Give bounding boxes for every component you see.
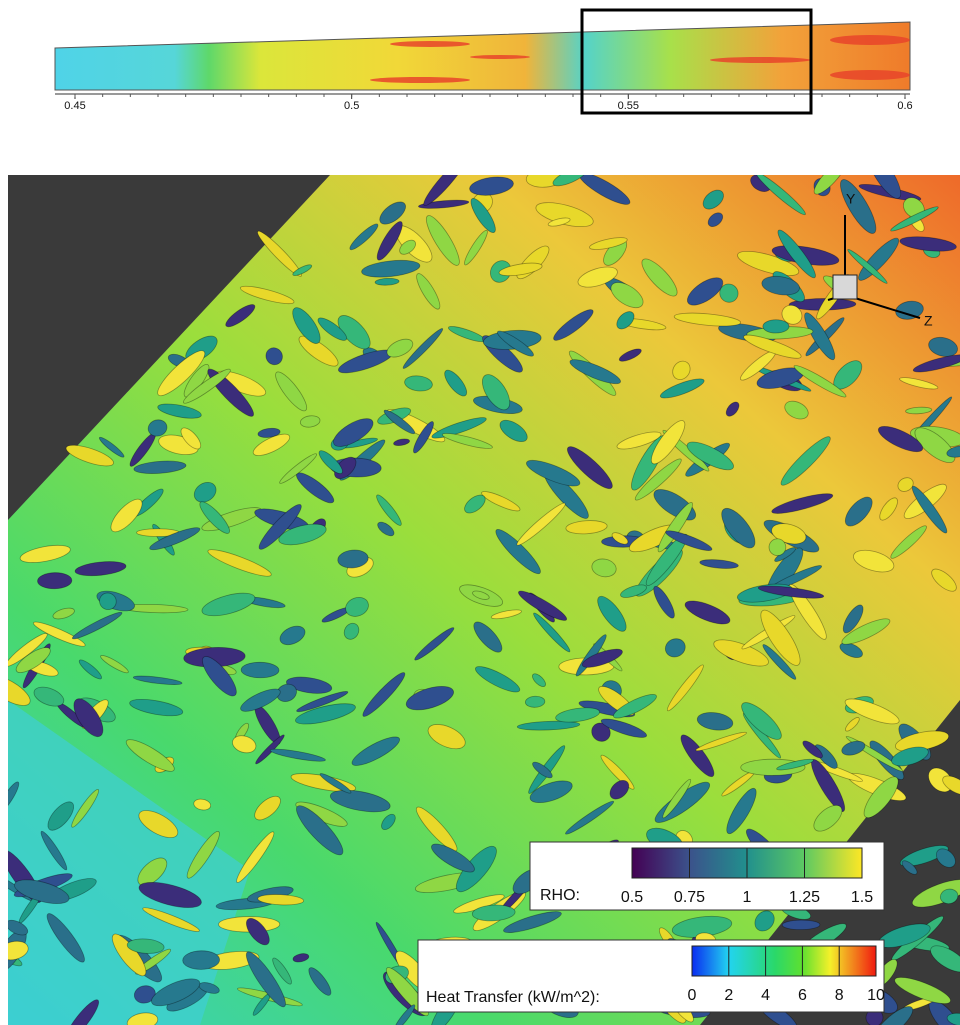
colorbar-label: 0.5	[621, 889, 643, 906]
triad-y: Y	[846, 191, 856, 207]
colorbar	[692, 946, 876, 976]
colorbar-label: 4	[761, 987, 770, 1004]
vortex	[763, 320, 789, 333]
legend-label: RHO:	[540, 887, 580, 904]
colorbar-label: 8	[835, 987, 844, 1004]
colorbar-label: 1	[743, 889, 752, 906]
tick-label: 0.6	[897, 100, 912, 112]
colorbar-label: 10	[867, 987, 885, 1004]
triad-z: Z	[924, 313, 933, 329]
tick-label: 0.45	[64, 100, 85, 112]
vortex	[782, 920, 820, 930]
vortex	[183, 950, 220, 969]
vortex	[37, 572, 72, 589]
colorbar-label: 0.75	[674, 889, 705, 906]
colorbar-label: 6	[798, 987, 807, 1004]
colorbar-label: 0	[688, 987, 697, 1004]
rho-legend: RHO: 0.5 0.75 1 1.25 1.5	[530, 842, 884, 910]
tick-label: 0.5	[344, 100, 359, 112]
colorbar-label: 1.5	[851, 889, 873, 906]
legend-label: Heat Transfer (kW/m^2):	[426, 989, 600, 1006]
colorbar-label: 1.25	[789, 889, 820, 906]
colorbar-label: 2	[724, 987, 733, 1004]
tick-label: 0.55	[618, 100, 639, 112]
vortex	[241, 662, 279, 678]
page: 0.450.50.550.6 Y Z RHO: 0.50.7511.251.5 …	[0, 0, 960, 1025]
heat-legend: Heat Transfer (kW/m^2): 0 2 4 6 8 10	[418, 940, 885, 1012]
